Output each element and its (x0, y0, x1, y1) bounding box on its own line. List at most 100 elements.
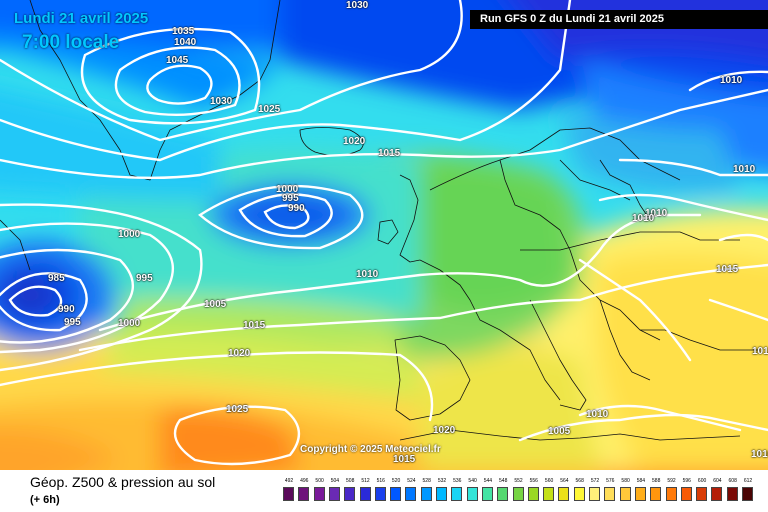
isobar-label: 990 (58, 304, 75, 315)
legend-value: 588 (652, 478, 661, 484)
isobar-label: 1015 (716, 264, 739, 275)
isobars (0, 0, 768, 466)
legend-value: 560 (544, 478, 554, 484)
legend-value: 520 (391, 478, 401, 484)
legend-value: 528 (422, 478, 431, 484)
legend-swatch (298, 487, 310, 501)
isobar-label: 995 (136, 273, 153, 284)
legend-value: 580 (621, 478, 630, 484)
isobar-label: 1025 (258, 104, 281, 115)
legend-value: 612 (743, 478, 753, 484)
legend-value: 596 (682, 478, 691, 484)
isobar-label: 1015 (243, 320, 266, 331)
forecast-date: Lundi 21 avril 2025 (14, 10, 149, 27)
legend-swatch (573, 487, 585, 501)
legend-swatch (726, 487, 738, 501)
legend-value: 524 (407, 478, 416, 484)
legend-value: 564 (560, 478, 569, 484)
legend-value: 592 (667, 478, 676, 484)
legend-value: 576 (606, 478, 615, 484)
legend-swatch (283, 487, 294, 501)
legend-value: 500 (315, 478, 324, 484)
legend-value: 572 (590, 478, 600, 484)
legend-swatch (344, 487, 356, 501)
legend-swatch (497, 487, 509, 501)
copyright-notice: Copyright © 2025 Meteociel.fr (300, 444, 441, 455)
legend-swatch (359, 487, 371, 501)
isobar-label: 1010 (356, 269, 379, 280)
isobar-label: 1020 (343, 136, 366, 147)
isobar-label: 1000 (118, 229, 141, 240)
legend-swatch (405, 487, 417, 501)
isobar-label: 995 (64, 317, 81, 328)
legend-swatch (328, 487, 340, 501)
legend-value: 536 (453, 478, 462, 484)
isobar-label: 1005 (204, 299, 227, 310)
legend-swatch (543, 487, 555, 501)
legend-swatch (665, 487, 677, 501)
legend-value: 608 (728, 478, 737, 484)
legend-swatch (619, 487, 631, 501)
legend-value: 556 (529, 478, 538, 484)
legend-swatch (512, 487, 524, 501)
isobar-label: 1000 (276, 184, 299, 195)
legend-value: 492 (284, 478, 294, 484)
legend-value: 544 (483, 478, 493, 484)
run-banner: Run GFS 0 Z du Lundi 21 avril 2025 (470, 10, 768, 29)
legend-swatch (527, 487, 539, 501)
isobar-label: 1010 (586, 409, 609, 420)
legend-swatch (390, 487, 402, 501)
parameter-subtitle: (+ 6h) (30, 494, 60, 506)
isobar-label: 1000 (118, 318, 141, 329)
isobar-label: 1015 (393, 454, 416, 465)
isobar-label: 1010 (720, 75, 743, 86)
isobar-label: 1030 (346, 0, 369, 11)
isobar-label: 1020 (433, 425, 456, 436)
legend-value: 508 (346, 478, 355, 484)
legend-swatch (711, 487, 723, 501)
isobar-label: 1010 (752, 346, 768, 357)
legend-swatch (604, 487, 616, 501)
isobar-label: 1005 (548, 426, 571, 437)
isobar-label: 1010 (733, 164, 756, 175)
legend-value: 532 (437, 478, 447, 484)
isobar-label: 1045 (166, 55, 189, 66)
legend-swatch (680, 487, 692, 501)
legend-value: 604 (713, 478, 722, 484)
forecast-time: 7:00 locale (22, 32, 120, 53)
legend-swatch (558, 487, 570, 501)
isobar-label: 1025 (226, 404, 249, 415)
legend-value: 512 (361, 478, 370, 484)
isobar-label: 1030 (210, 96, 233, 107)
legend-swatch (374, 487, 386, 501)
coastlines (0, 0, 760, 441)
legend-value: 600 (697, 478, 707, 484)
isobar-label: 1010 (645, 208, 668, 219)
legend-value: 548 (499, 478, 508, 484)
isobar-label: 1035 (172, 26, 195, 37)
isobar-label: 1010 (632, 213, 655, 224)
legend-swatch (481, 487, 493, 501)
legend-swatch (742, 487, 753, 501)
legend-value: 504 (330, 478, 340, 484)
isobar-label: 1015 (378, 148, 401, 159)
legend-swatch (466, 487, 478, 501)
legend-swatch (696, 487, 708, 501)
geopotential-map (0, 0, 768, 470)
legend-value: 496 (300, 478, 309, 484)
isobar-label: 1010 (751, 449, 768, 460)
legend-swatch (451, 487, 463, 501)
legend-value: 568 (575, 478, 584, 484)
isobar-label: 995 (282, 193, 299, 204)
legend-value: 584 (636, 478, 646, 484)
isobar-label: 1040 (174, 37, 197, 48)
isobar-label: 990 (288, 203, 305, 214)
geopotential-shading (0, 0, 768, 470)
legend-value: 552 (514, 478, 523, 484)
isobar-label: 985 (48, 273, 65, 284)
legend-swatch (634, 487, 646, 501)
isobar-label: 1020 (228, 348, 251, 359)
legend-value: 540 (468, 478, 477, 484)
legend-swatch (650, 487, 662, 501)
